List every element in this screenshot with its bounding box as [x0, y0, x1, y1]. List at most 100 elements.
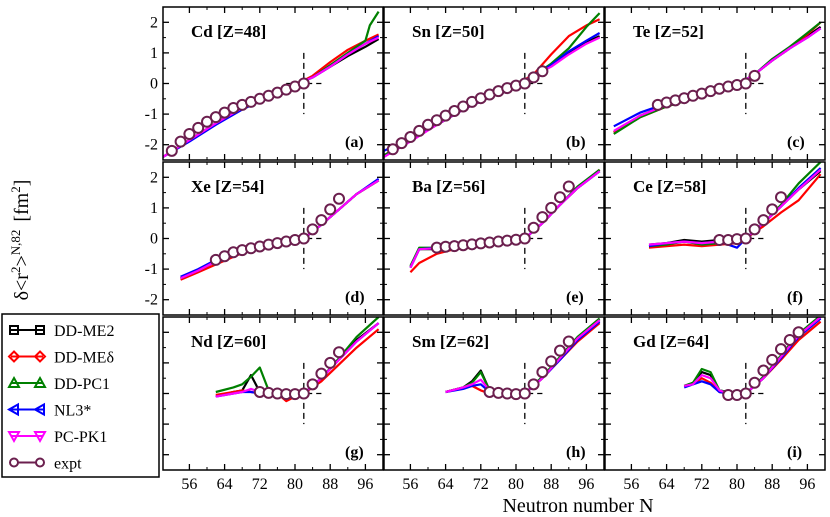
- expt-point: [739, 232, 752, 245]
- expt-point: [324, 356, 337, 369]
- panel-2: Sn [Z=50] (b): [383, 6, 605, 161]
- panel-tag: (c): [787, 134, 805, 151]
- expt-point: [183, 127, 196, 140]
- expt-point: [748, 376, 761, 389]
- x-tick-label: 80: [287, 476, 303, 493]
- expt-point: [306, 378, 319, 391]
- series-line-dd-pc1: [215, 317, 380, 397]
- panel-expt: [253, 346, 345, 401]
- expt-point: [527, 71, 540, 84]
- expt-point: [404, 131, 417, 144]
- panel-title: Sm [Z=62]: [412, 332, 489, 351]
- svg-text:δ<r2>N,82[fm2]: δ<r2>N,82[fm2]: [8, 180, 33, 301]
- expt-point: [518, 77, 531, 90]
- expt-point: [748, 223, 761, 236]
- x-tick-label: 80: [508, 476, 524, 493]
- legend-marker-start: [9, 457, 19, 468]
- y-tick-label: -2: [145, 137, 158, 154]
- legend-label: DD-MEδ: [54, 350, 114, 367]
- expt-point: [554, 191, 566, 204]
- y-tick-label: -2: [145, 292, 158, 309]
- panel-tag: (b): [566, 134, 586, 151]
- x-tick-label: 56: [402, 476, 418, 493]
- expt-point: [536, 65, 549, 78]
- legend-label: NL3*: [54, 403, 91, 420]
- expt-point: [324, 203, 337, 216]
- expt-point: [297, 77, 310, 90]
- expt-point: [536, 366, 549, 379]
- expt-point: [757, 214, 770, 227]
- x-tick-label: 96: [578, 476, 594, 493]
- series-line-dd-me2: [613, 25, 822, 134]
- panel-grid: -2 -1 0 1 2 Cd [Z=48] (a) Sn [Z=50] (b) Te [Z=52]…: [145, 6, 826, 493]
- panel-title: Ba [Z=56]: [412, 177, 485, 196]
- panel-expt: [713, 191, 787, 247]
- x-tick-label: 64: [217, 476, 233, 493]
- expt-point: [297, 387, 310, 400]
- expt-point: [739, 77, 752, 90]
- expt-point: [527, 221, 540, 234]
- panel-tag: (g): [345, 444, 364, 461]
- expt-point: [562, 180, 575, 193]
- legend-marker-end: [35, 325, 45, 335]
- legend-marker-end: [33, 350, 47, 363]
- legend-marker-end: [33, 375, 47, 388]
- legend-box: [1, 313, 160, 478]
- x-tick-label: 96: [357, 476, 373, 493]
- expt-point: [562, 335, 575, 348]
- y-tick-label: 1: [150, 200, 158, 217]
- expt-point: [545, 201, 558, 214]
- panel-5: Ba [Z=56] (e): [383, 161, 605, 316]
- legend-label: DD-PC1: [54, 376, 110, 393]
- legend-label: DD-ME2: [54, 323, 114, 340]
- expt-point: [766, 353, 779, 366]
- expt-point: [395, 137, 408, 150]
- legend-label: PC-PK1: [54, 429, 107, 446]
- expt-point: [333, 192, 345, 205]
- expt-point: [165, 144, 178, 157]
- panel-3: Te [Z=52] (c): [604, 6, 826, 161]
- panel-title: Cd [Z=48]: [191, 22, 266, 41]
- legend-item: PC-PK1: [7, 429, 107, 446]
- x-tick-label: 88: [764, 476, 780, 493]
- expt-point: [333, 346, 345, 359]
- expt-point: [554, 344, 566, 357]
- expt-point: [192, 121, 205, 134]
- panel-7: -2-1012566472808896Nd [Z=60](g): [145, 316, 384, 493]
- legend-item: DD-MEδ: [7, 350, 114, 367]
- expt-point: [518, 387, 531, 400]
- panel-tag: (a): [345, 134, 364, 151]
- panel-series: [215, 317, 380, 403]
- expt-point: [739, 387, 752, 400]
- expt-point: [775, 191, 787, 204]
- y-tick-label: 1: [150, 45, 158, 62]
- legend-marker-start: [9, 325, 19, 335]
- panel-tag: (d): [345, 289, 365, 306]
- x-tick-label: 80: [729, 476, 745, 493]
- expt-point: [748, 69, 761, 82]
- series-line-dd-pc1: [445, 317, 601, 397]
- x-axis-title: Neutron number N: [502, 495, 653, 517]
- panel-title: Sn [Z=50]: [412, 22, 485, 41]
- legend-item: expt: [9, 456, 82, 473]
- expt-point: [315, 214, 328, 227]
- y-tick-label: 0: [150, 76, 158, 93]
- panel-expt: [386, 65, 549, 156]
- panel-expt: [722, 326, 805, 402]
- legend: DD-ME2 DD-MEδ DD-PC1 NL3* PC-PK1 expt: [1, 313, 160, 478]
- expt-point: [757, 364, 770, 377]
- expt-point: [527, 378, 540, 391]
- expt-point: [174, 135, 187, 148]
- expt-point: [306, 223, 319, 236]
- panel-tag: (h): [566, 444, 586, 461]
- y-tick-label: 2: [150, 14, 158, 31]
- x-tick-label: 88: [322, 476, 338, 493]
- x-tick-label: 64: [438, 476, 454, 493]
- panel-title: Nd [Z=60]: [191, 332, 266, 351]
- legend-marker-end: [33, 431, 47, 444]
- panel-expt: [165, 77, 310, 157]
- expt-point: [766, 203, 779, 216]
- panel-1: -2 -1 0 1 2 Cd [Z=48] (a): [145, 6, 384, 161]
- expt-point: [775, 343, 787, 356]
